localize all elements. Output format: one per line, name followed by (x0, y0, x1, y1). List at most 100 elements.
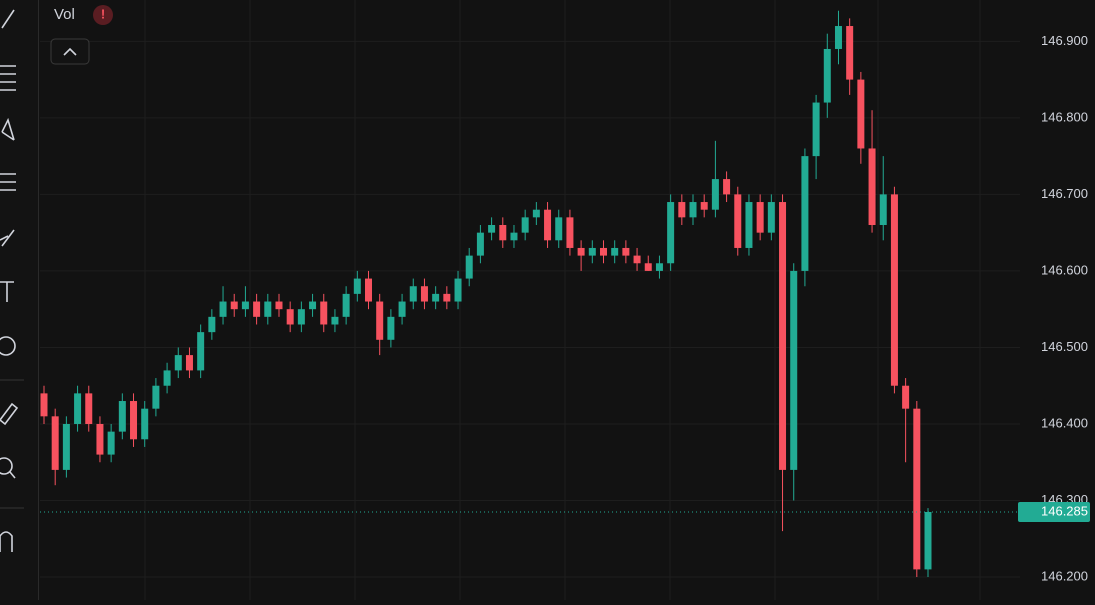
text-tool[interactable] (0, 281, 14, 302)
fib-tool[interactable] (0, 65, 16, 91)
candle-body (185, 355, 193, 371)
candle-body (924, 511, 932, 570)
candle-body (219, 301, 227, 317)
candle-body (756, 202, 764, 233)
candle-body (96, 423, 104, 455)
candle-body (275, 301, 283, 310)
candle-body (331, 316, 339, 325)
alert-icon: ! (101, 6, 105, 21)
candle-body (532, 209, 540, 218)
emoji-tool[interactable] (0, 336, 16, 356)
candle-body (879, 194, 887, 225)
candle-body (208, 316, 216, 333)
candle-body (241, 301, 249, 310)
candle-body (857, 79, 865, 149)
candle-body (163, 370, 171, 386)
alert-badge[interactable] (93, 5, 113, 25)
candle-body (409, 286, 417, 302)
candle-body (678, 202, 686, 218)
toolbar-icons[interactable] (0, 9, 24, 552)
y-tick-label: 146.600 (1041, 262, 1088, 277)
candle-body (342, 293, 350, 317)
candle-body (454, 278, 462, 302)
candle-body (230, 301, 238, 310)
brush-tool[interactable] (0, 229, 15, 247)
candle-body (40, 393, 48, 417)
candle-body (745, 202, 753, 248)
y-tick-label: 146.200 (1041, 568, 1088, 583)
candle-body (197, 332, 205, 371)
candle-body (834, 26, 842, 49)
candle-body (253, 301, 261, 317)
candle-body (353, 278, 361, 294)
candle-body (152, 385, 160, 409)
candle-body (510, 232, 518, 241)
candle-body (130, 401, 138, 440)
candle-body (633, 255, 641, 264)
candle-body (443, 293, 451, 302)
y-tick-label: 146.800 (1041, 109, 1088, 124)
candle-body (577, 247, 585, 256)
candle-body (85, 393, 93, 424)
candle-body (846, 26, 854, 80)
candle-body (141, 408, 149, 440)
last-price-box (1018, 501, 1090, 522)
y-tick-label: 146.900 (1041, 33, 1088, 48)
candle-body (476, 232, 484, 256)
candle-body (801, 156, 809, 271)
candle-body (264, 301, 272, 317)
pattern-tool[interactable] (1, 117, 15, 141)
candle-body (544, 209, 552, 241)
candle-body (309, 301, 317, 310)
candle-body (376, 301, 384, 340)
candle-body (499, 225, 507, 241)
candle-body (398, 301, 406, 317)
candle-body (700, 202, 708, 210)
candle-body (107, 431, 115, 455)
candle-body (387, 316, 395, 340)
y-tick-label: 146.500 (1041, 339, 1088, 354)
collapse-icon (63, 47, 77, 56)
ruler-tool[interactable] (0, 402, 19, 426)
candle-body (767, 202, 775, 233)
candle-body (488, 225, 496, 233)
y-tick-label: 146.700 (1041, 186, 1088, 201)
candle-body (521, 217, 529, 233)
vertical-grid (144, 0, 981, 600)
candle-body (913, 408, 921, 570)
candle-body (689, 202, 697, 218)
candle-body (622, 247, 630, 256)
trend-line-tool[interactable] (1, 9, 15, 29)
candle-body (555, 217, 563, 241)
indicator-label[interactable]: Vol (54, 6, 75, 23)
candle-body (588, 247, 596, 256)
y-tick-label: 146.400 (1041, 415, 1088, 430)
candle-body (890, 194, 898, 386)
candle-body (420, 286, 428, 302)
candle-body (812, 102, 820, 157)
candle-body (902, 385, 910, 409)
candle-body (566, 217, 574, 248)
candle-body (62, 423, 70, 470)
candle-body (174, 355, 182, 371)
price-axis (1020, 0, 1095, 600)
candle-body (74, 393, 82, 424)
last-price-label: 146.285 (1041, 503, 1088, 518)
candle-body (432, 293, 440, 302)
candle-body (320, 301, 328, 325)
candle-body (297, 309, 305, 325)
candle-body (51, 416, 59, 470)
collapse-button[interactable] (50, 38, 90, 65)
candle-body (655, 263, 663, 271)
zoom-tool[interactable] (0, 457, 13, 475)
candle-body (644, 263, 652, 271)
candle-body (711, 179, 719, 210)
magnet-tool[interactable] (0, 531, 13, 552)
projection-tool[interactable] (0, 173, 16, 191)
candle-body (723, 179, 731, 195)
candle-body (734, 194, 742, 248)
candle-body (465, 255, 473, 279)
candle-body (599, 247, 607, 256)
